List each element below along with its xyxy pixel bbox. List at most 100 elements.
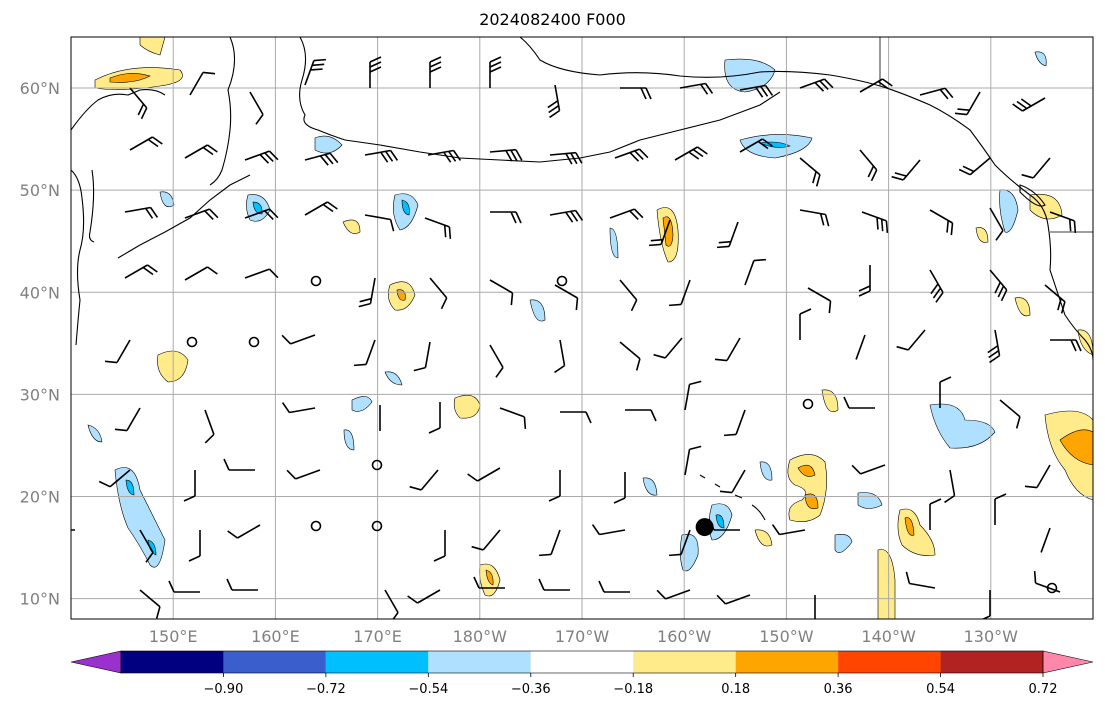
wind-barb: [429, 277, 448, 310]
wind-barb: [129, 136, 163, 151]
wind-barb: [98, 469, 131, 488]
calm-wind-circle: [556, 275, 568, 287]
wind-barb: [614, 148, 649, 162]
wind-barb: [739, 138, 773, 153]
wind-barb: [499, 407, 527, 430]
wind-barb: [919, 87, 954, 100]
wind-barb: [286, 469, 321, 480]
wind-barb: [547, 84, 561, 119]
negative-anomaly-area: [715, 514, 725, 529]
wind-barb: [668, 279, 691, 307]
map-panel: [71, 37, 1093, 619]
positive-anomaly-area: [975, 227, 989, 243]
kuril-islands: [117, 174, 251, 259]
wind-barb: [281, 402, 316, 414]
wind-barb: [679, 82, 714, 95]
wind-barb: [716, 594, 751, 605]
wind-barb: [433, 530, 446, 562]
wind-barb: [489, 279, 514, 306]
wind-barb: [364, 149, 399, 163]
wind-barb: [489, 148, 523, 162]
longitude-label: 130°W: [964, 627, 1019, 646]
wind-barb: [799, 209, 830, 227]
map-frame: [70, 36, 1094, 620]
negative-anomaly-area: [999, 189, 1019, 233]
longitude-label: 180°W: [453, 627, 508, 646]
wind-barb: [369, 56, 382, 88]
wind-barb: [714, 337, 741, 362]
wind-barb: [739, 84, 774, 98]
latitude-labels: 60°N 50°N 40°N 30°N 20°N 10°N: [20, 79, 60, 609]
colorbar-segment: [940, 651, 1043, 673]
negative-anomaly-area: [87, 424, 103, 443]
wind-barb: [620, 87, 652, 100]
wind-barb: [139, 589, 161, 619]
colorbar-tick-label: 0.72: [1029, 682, 1058, 697]
wind-barb: [656, 589, 691, 600]
wind-barb: [223, 458, 255, 471]
positive-anomaly-area: [662, 216, 674, 247]
wind-barb: [843, 396, 875, 409]
positive-anomaly-area: [754, 529, 773, 547]
negative-anomaly-area: [125, 479, 135, 496]
wind-barb: [814, 595, 816, 619]
wind-barb: [989, 207, 1004, 241]
positive-anomaly-area: [342, 219, 361, 234]
wind-barb: [429, 56, 442, 88]
colorbar-segment: [530, 651, 634, 673]
anomaly-contours: [87, 37, 1093, 619]
wind-barb: [249, 91, 264, 125]
negative-anomaly-area: [642, 477, 658, 496]
wind-barb: [473, 576, 505, 589]
colorbar-segment: [838, 651, 941, 673]
vancouver-island: [1019, 184, 1046, 207]
wind-barb: [674, 146, 708, 161]
colorbar-tick-label: −0.36: [511, 682, 551, 697]
negative-anomaly-area: [351, 396, 373, 412]
colorbar-extend-low: [70, 650, 122, 674]
positive-anomaly-area: [821, 389, 839, 413]
longitude-labels: 150°E 160°E 170°E 180°W 170°W 160°W 150°W 140°W…: [149, 627, 1018, 646]
wind-barb: [71, 529, 75, 531]
colorbar-segment: [121, 651, 224, 673]
chukotka-coast: [209, 37, 236, 186]
wind-barb: [184, 266, 218, 281]
calm-wind-circle: [1046, 582, 1058, 594]
wind-barb: [554, 339, 566, 374]
negative-anomaly-area: [401, 199, 410, 216]
wind-barb: [471, 529, 501, 551]
wind-barb: [554, 284, 579, 311]
wind-barb: [427, 149, 462, 163]
wind-barb: [987, 329, 1001, 364]
wind-barb: [807, 287, 832, 314]
wind-barb: [549, 151, 583, 165]
wind-barb: [467, 467, 501, 482]
wind-barb: [489, 344, 504, 378]
longitude-label: 170°E: [353, 627, 402, 646]
alaska-west-coast: [299, 37, 346, 141]
wind-barb: [304, 58, 327, 86]
colorbar-tick-label: −0.18: [613, 682, 653, 697]
wind-barb: [353, 339, 376, 367]
wind-barb: [114, 407, 141, 432]
calm-wind-circle: [310, 275, 322, 287]
latitude-label: 40°N: [20, 283, 60, 302]
negative-anomaly-area: [343, 429, 355, 451]
negative-anomaly-area: [529, 299, 546, 322]
wind-barb: [424, 217, 452, 240]
positive-anomaly-area: [904, 517, 915, 536]
positive-anomaly-area: [485, 569, 494, 586]
wind-barb: [104, 339, 131, 364]
calm-wind-circle: [186, 336, 198, 348]
wind-barb: [744, 258, 767, 286]
wind-barb: [723, 409, 746, 437]
positive-anomaly-area: [453, 394, 481, 419]
wind-barb: [183, 470, 196, 502]
wind-barb: [204, 409, 215, 444]
wind-barb: [653, 337, 683, 359]
wind-barb: [999, 399, 1021, 429]
wind-barb: [304, 201, 338, 216]
wind-barb: [648, 219, 671, 247]
positive-anomaly-area: [1059, 429, 1093, 466]
colorbar-frame: [120, 650, 1044, 674]
